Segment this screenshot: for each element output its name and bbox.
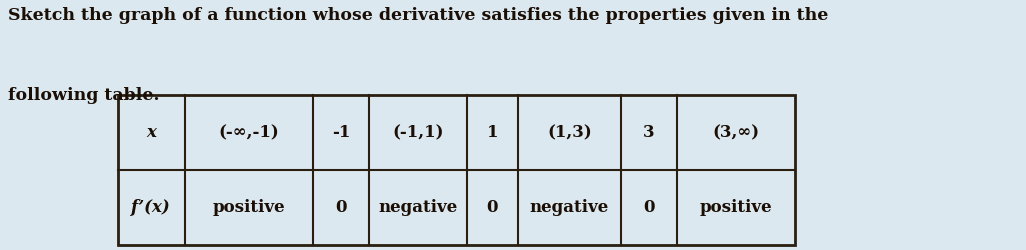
- Text: Sketch the graph of a function whose derivative satisfies the properties given i: Sketch the graph of a function whose der…: [8, 8, 829, 24]
- Text: 0: 0: [336, 199, 347, 216]
- Text: negative: negative: [379, 199, 458, 216]
- Text: -1: -1: [332, 124, 350, 141]
- Text: (1,3): (1,3): [547, 124, 592, 141]
- Text: (3,∞): (3,∞): [713, 124, 759, 141]
- Text: 0: 0: [486, 199, 499, 216]
- Text: (-1,1): (-1,1): [392, 124, 444, 141]
- Text: positive: positive: [212, 199, 285, 216]
- Text: f’(x): f’(x): [131, 199, 171, 216]
- Text: 1: 1: [486, 124, 499, 141]
- Text: (-∞,-1): (-∞,-1): [219, 124, 279, 141]
- Text: following table.: following table.: [8, 88, 160, 104]
- Text: 3: 3: [643, 124, 655, 141]
- Text: negative: negative: [529, 199, 609, 216]
- Text: x: x: [147, 124, 156, 141]
- Text: 0: 0: [643, 199, 655, 216]
- Text: positive: positive: [700, 199, 773, 216]
